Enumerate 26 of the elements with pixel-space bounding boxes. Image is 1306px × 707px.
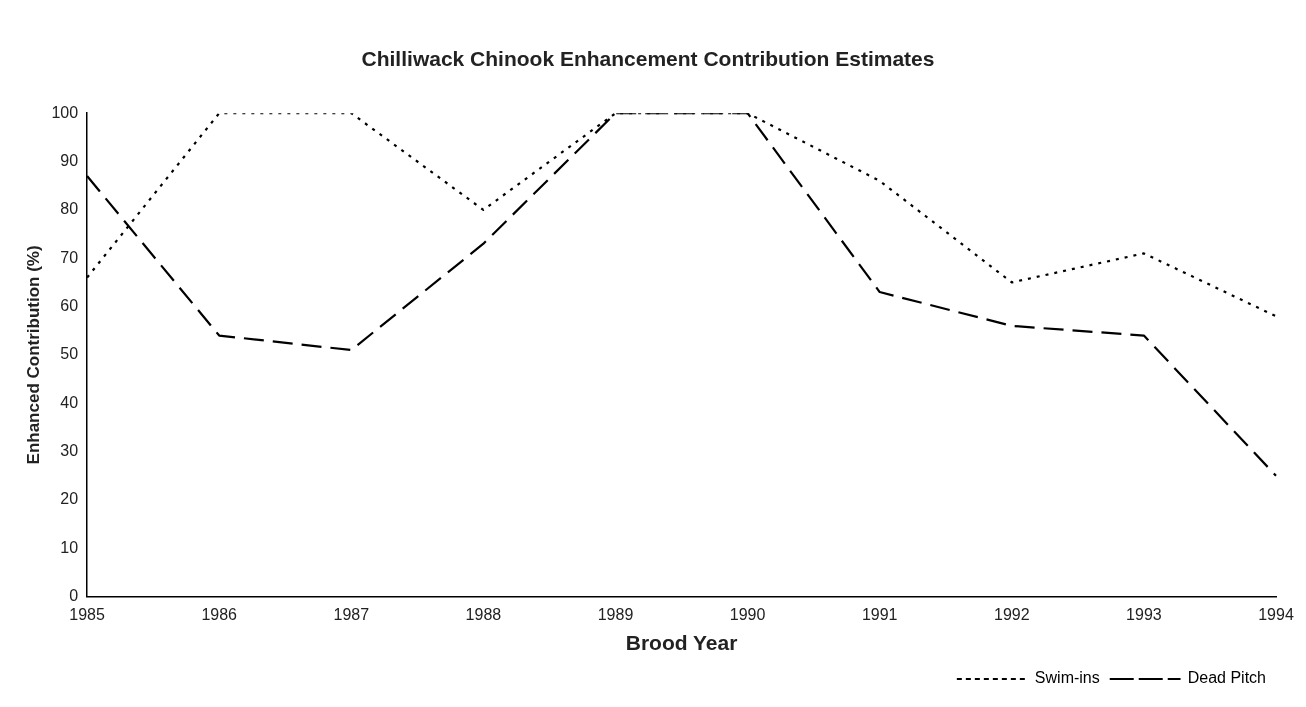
legend-label: Swim-ins — [1034, 669, 1100, 687]
x-tick-label: 1989 — [597, 605, 634, 623]
y-tick-label: 50 — [60, 345, 79, 363]
x-tick-label: 1987 — [333, 605, 370, 623]
x-tick-label: 1993 — [1126, 605, 1162, 623]
y-tick-label: 100 — [51, 103, 79, 121]
x-tick-label: 1992 — [994, 605, 1030, 623]
y-tick-label: 70 — [60, 248, 79, 266]
x-tick-label: 1985 — [69, 605, 105, 623]
y-axis-title: Enhanced Contribution (%) — [23, 245, 43, 465]
x-tick-label: 1994 — [1258, 605, 1294, 623]
y-tick-label: 40 — [60, 393, 79, 411]
y-tick-label: 90 — [60, 151, 79, 169]
y-tick-label: 0 — [69, 587, 79, 605]
x-tick-label: 1991 — [861, 605, 898, 623]
y-tick-label: 60 — [60, 296, 79, 314]
x-tick-label: 1986 — [201, 605, 238, 623]
chart-title: Chilliwack Chinook Enhancement Contribution Estimates — [361, 47, 935, 71]
x-tick-label: 1988 — [465, 605, 502, 623]
x-axis-title: Brood Year — [625, 631, 738, 655]
y-tick-label: 20 — [60, 490, 79, 508]
y-tick-label: 30 — [60, 441, 79, 459]
x-tick-label: 1990 — [729, 605, 766, 623]
y-tick-label: 10 — [60, 538, 79, 556]
legend-label: Dead Pitch — [1187, 669, 1266, 687]
y-tick-label: 80 — [60, 200, 79, 218]
